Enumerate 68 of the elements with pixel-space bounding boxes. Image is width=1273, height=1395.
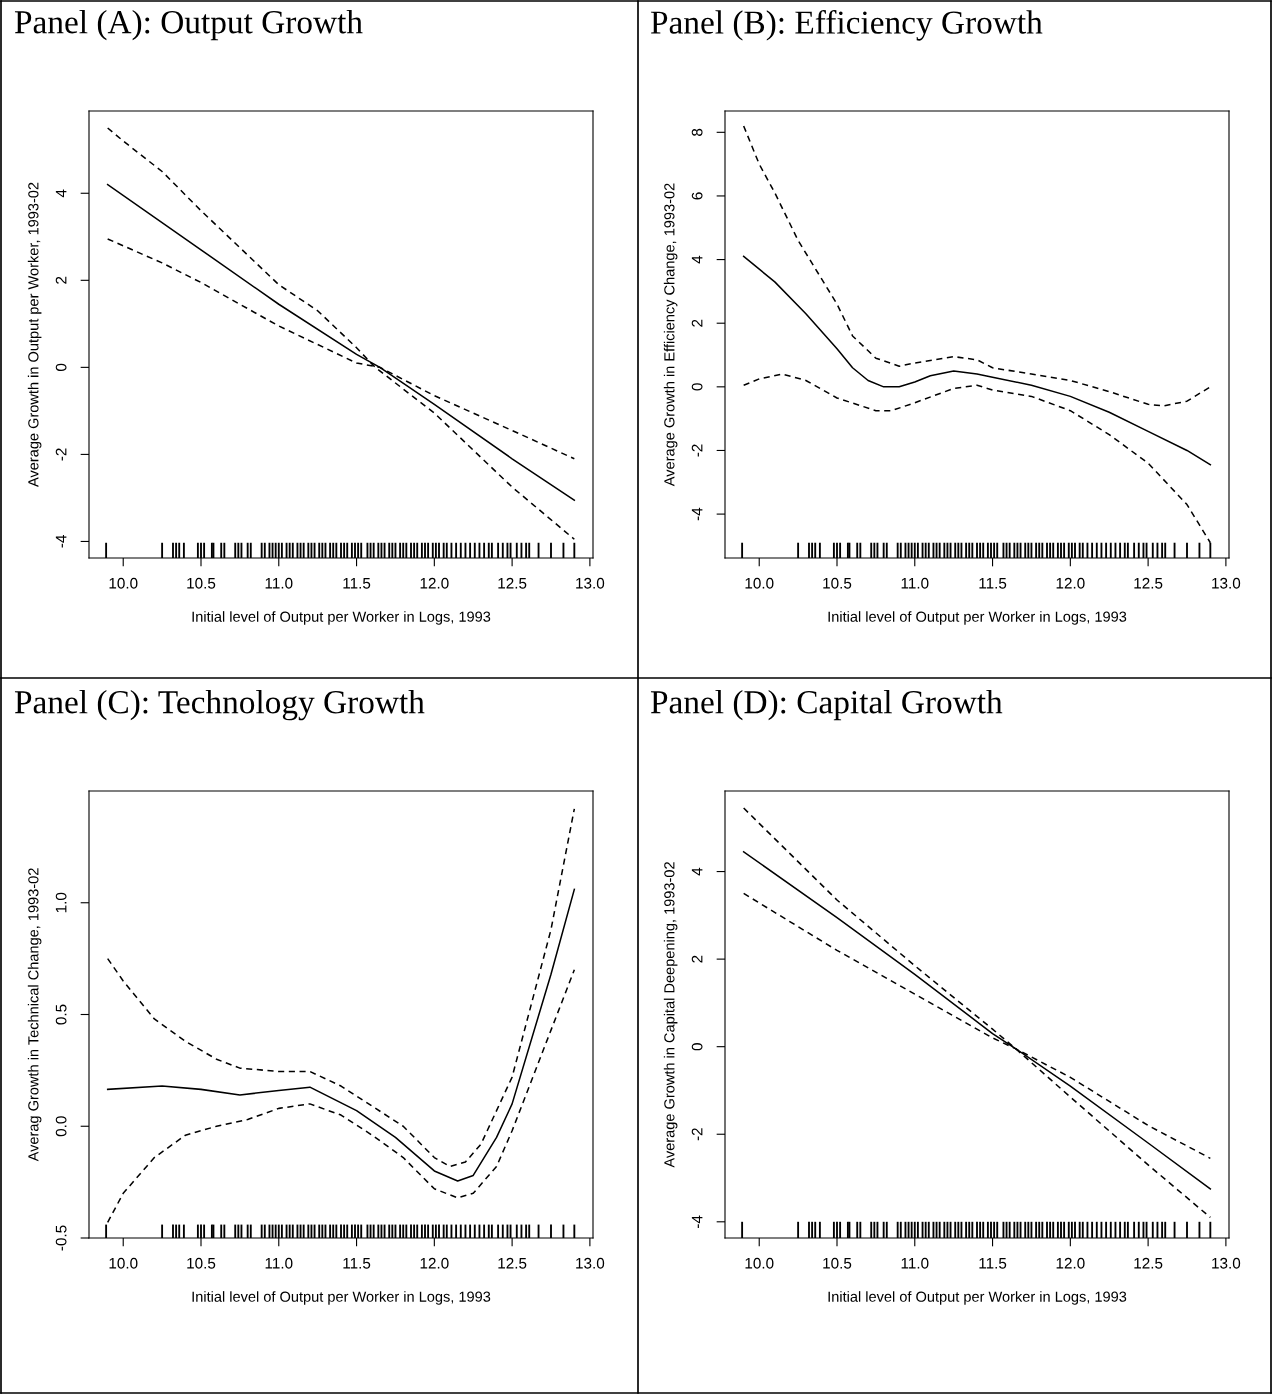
line-series (106, 969, 576, 1224)
y-tick-label: -4 (691, 507, 703, 521)
y-tick-label: 4 (55, 189, 67, 198)
y-tick-label: -4 (691, 1215, 703, 1228)
x-tick-label: 10.5 (187, 1257, 216, 1269)
line-series (106, 888, 576, 1182)
y-tick-label: -2 (55, 448, 67, 461)
x-tick-label: 12.0 (420, 1257, 449, 1269)
y-axis-title: Average Growth in Capital Deepening, 1993-02 (663, 862, 678, 1168)
y-tick-label: -2 (691, 444, 703, 457)
line-series (742, 807, 1212, 1219)
x-tick-label: 11.5 (343, 1258, 371, 1269)
y-axis-title: Averag Growth in Technical Change, 1993-02 (27, 868, 42, 1162)
x-tick-label: 12.5 (1134, 577, 1163, 589)
x-axis-title: Initial level of Output per Worker in Logs, 1993 (828, 611, 1127, 625)
chart-title: Panel (B): Efficiency Growth (650, 10, 1043, 41)
y-tick-label: -0.5 (55, 1225, 67, 1251)
y-tick-label: 6 (691, 192, 703, 200)
x-tick-label: 11.0 (265, 1257, 293, 1269)
y-axis-title: Average Growth in Efficiency Change, 1993-02 (663, 183, 678, 487)
x-tick-label: 10.0 (745, 1257, 774, 1269)
x-tick-label: 11.5 (979, 1258, 1007, 1269)
y-tick-label: 0 (691, 383, 703, 391)
line-series (106, 127, 576, 541)
y-tick-label: 4 (691, 255, 703, 264)
x-tick-label: 10.0 (109, 1257, 138, 1269)
chart-title: Panel (D): Capital Growth (650, 690, 1003, 721)
x-tick-label: 11.0 (901, 1257, 929, 1269)
y-tick-label: 0 (691, 1043, 703, 1051)
x-tick-label: 11.0 (265, 577, 293, 589)
x-axis-title: Initial level of Output per Worker in Logs, 1993 (828, 1291, 1127, 1305)
y-axis-title: Average Growth in Output per Worker, 1993-02 (27, 182, 42, 487)
y-tick-label: 2 (55, 276, 67, 284)
y-tick-label: 2 (691, 319, 703, 327)
x-tick-label: 12.5 (498, 1257, 527, 1269)
chart-title: Panel (C): Technology Growth (14, 690, 425, 721)
y-tick-label: 0.0 (55, 1116, 67, 1137)
x-tick-label: 11.0 (901, 577, 929, 589)
y-tick-label: 0 (55, 363, 67, 372)
y-tick-label: 4 (691, 867, 703, 876)
line-series (742, 255, 1212, 466)
x-tick-label: 12.0 (420, 577, 449, 589)
chart-title: Panel (A): Output Growth (14, 10, 363, 41)
x-tick-label: 13.0 (576, 1257, 605, 1269)
x-tick-label: 13.0 (1212, 1257, 1241, 1269)
y-tick-label: 2 (691, 955, 703, 963)
y-tick-label: -4 (55, 535, 67, 548)
x-tick-label: 12.0 (1056, 577, 1085, 589)
x-axis-title: Initial level of Output per Worker in Logs, 1993 (192, 611, 491, 625)
x-tick-label: 13.0 (576, 577, 605, 589)
x-tick-label: 11.5 (343, 578, 371, 589)
line-series (742, 125, 1212, 407)
x-tick-label: 10.5 (187, 577, 216, 589)
x-tick-label: 10.0 (745, 577, 774, 589)
x-tick-label: 12.0 (1056, 1257, 1085, 1269)
y-tick-label: 0.5 (55, 1004, 67, 1025)
x-tick-label: 11.5 (979, 578, 1007, 589)
y-tick-label: 1.0 (55, 892, 67, 913)
y-tick-label: 8 (691, 128, 703, 136)
x-tick-label: 12.5 (498, 577, 527, 589)
x-tick-label: 12.5 (1134, 1257, 1163, 1269)
line-series (106, 808, 576, 1168)
y-tick-label: -2 (691, 1128, 703, 1141)
x-tick-label: 10.5 (823, 1257, 852, 1269)
x-tick-label: 10.0 (109, 577, 138, 589)
x-tick-label: 10.5 (823, 577, 852, 589)
x-axis-title: Initial level of Output per Worker in Logs, 1993 (192, 1291, 491, 1305)
x-tick-label: 13.0 (1212, 577, 1241, 589)
